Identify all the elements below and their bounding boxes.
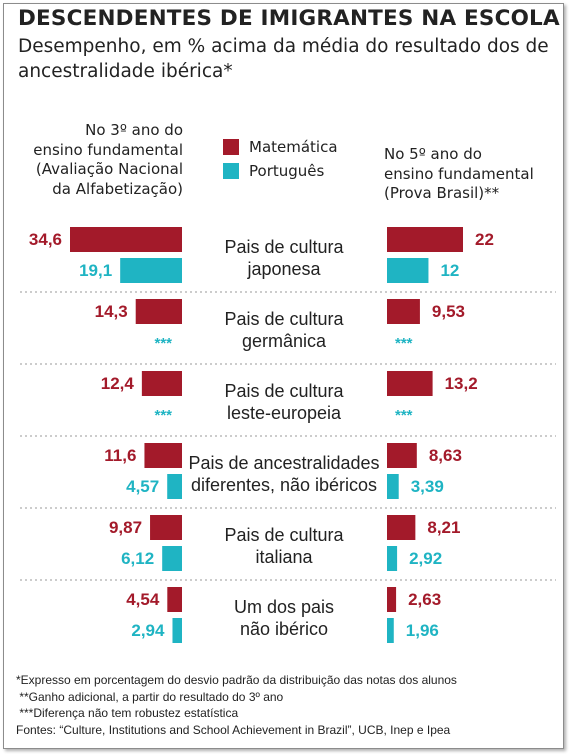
legend-swatch-portugues bbox=[223, 163, 239, 179]
label-right-portugues: 2,92 bbox=[409, 549, 442, 568]
label-right-portugues: 3,39 bbox=[411, 477, 444, 496]
legend-label-matematica: Matemática bbox=[249, 138, 338, 156]
category-label: Pais de cultura bbox=[224, 309, 344, 329]
category-label: germânica bbox=[242, 331, 327, 351]
bar-right-portugues bbox=[387, 474, 399, 499]
label-right-portugues: 12 bbox=[440, 261, 459, 280]
bar-left-matematica bbox=[150, 515, 182, 540]
category-label: Pais de ancestralidades bbox=[188, 453, 379, 473]
bar-right-matematica bbox=[387, 227, 463, 252]
label-right-matematica: 13,2 bbox=[445, 374, 478, 393]
bar-left-portugues bbox=[167, 474, 182, 499]
category-label: leste-europeia bbox=[227, 403, 342, 423]
not-significant-mark: *** bbox=[154, 335, 172, 352]
right-header-line: ensino fundamental bbox=[384, 164, 534, 183]
label-left-matematica: 34,6 bbox=[29, 230, 62, 249]
bar-right-portugues bbox=[387, 258, 429, 283]
left-panel-header: No 3º ano do ensino fundamental (Avaliaç… bbox=[16, 121, 183, 199]
footnote-line: Fontes: “Culture, Institutions and Schoo… bbox=[16, 722, 451, 737]
label-left-portugues: 2,94 bbox=[131, 621, 165, 640]
bar-right-matematica bbox=[387, 299, 420, 324]
category-label: japonesa bbox=[246, 259, 321, 279]
label-right-matematica: 8,63 bbox=[429, 446, 462, 465]
bar-right-matematica bbox=[387, 371, 433, 396]
label-left-portugues: 19,1 bbox=[79, 261, 112, 280]
label-left-portugues: 6,12 bbox=[121, 549, 154, 568]
label-right-matematica: 2,63 bbox=[408, 590, 441, 609]
left-header-line: ensino fundamental bbox=[33, 140, 183, 159]
label-right-matematica: 8,21 bbox=[427, 518, 460, 537]
label-left-matematica: 14,3 bbox=[95, 302, 128, 321]
left-header-line: (Avaliação Nacional bbox=[35, 160, 183, 178]
legend-label-portugues: Português bbox=[249, 162, 325, 180]
bar-right-matematica bbox=[387, 515, 416, 540]
label-right-matematica: 9,53 bbox=[432, 302, 465, 321]
infographic-frame bbox=[3, 3, 564, 749]
bar-left-matematica bbox=[141, 371, 182, 396]
legend-item-portugues: Português bbox=[223, 162, 324, 180]
chart-subtitle: Desempenho, em % acima da média do resul… bbox=[18, 36, 549, 82]
left-header-line: da Alfabetização) bbox=[52, 179, 183, 198]
label-left-portugues: 4,57 bbox=[126, 477, 159, 496]
category-label: Pais de cultura bbox=[224, 237, 344, 257]
label-left-matematica: 9,87 bbox=[109, 518, 142, 537]
footnote-line: ***Diferença não tem robustez estatístic… bbox=[16, 706, 239, 720]
bar-left-portugues bbox=[172, 618, 182, 643]
right-header-line: No 5º ano do bbox=[384, 145, 482, 163]
label-left-matematica: 11,6 bbox=[104, 446, 136, 465]
label-right-matematica: 22 bbox=[475, 230, 494, 249]
bar-left-portugues bbox=[120, 258, 182, 283]
not-significant-mark: *** bbox=[395, 335, 413, 352]
category-label: diferentes, não ibéricos bbox=[191, 475, 377, 495]
not-significant-mark: *** bbox=[154, 407, 172, 424]
footnote-line: **Ganho adicional, a partir do resultado… bbox=[16, 689, 284, 704]
label-left-matematica: 12,4 bbox=[101, 374, 135, 393]
bar-right-matematica bbox=[387, 443, 417, 468]
category-label: Um dos pais bbox=[234, 597, 334, 617]
chart-title: DESCENDENTES DE IMIGRANTES NA ESCOLA bbox=[18, 6, 560, 31]
right-panel-header: No 5º ano do ensino fundamental (Prova B… bbox=[384, 145, 559, 204]
legend-swatch-matematica bbox=[223, 139, 239, 155]
bar-right-matematica bbox=[387, 587, 397, 612]
category-label: Pais de cultura bbox=[224, 525, 344, 545]
category-label: Pais de cultura bbox=[224, 381, 344, 401]
legend-item-matematica: Matemática bbox=[223, 138, 338, 156]
label-right-portugues: 1,96 bbox=[406, 621, 439, 640]
bar-left-portugues bbox=[162, 546, 182, 571]
category-label: não ibérico bbox=[240, 619, 328, 639]
left-header-line: No 3º ano do bbox=[85, 121, 183, 139]
label-left-matematica: 4,54 bbox=[126, 590, 160, 609]
bar-left-matematica bbox=[167, 587, 182, 612]
bar-right-portugues bbox=[387, 546, 398, 571]
bar-left-matematica bbox=[135, 299, 182, 324]
right-header-line: (Prova Brasil)** bbox=[384, 184, 500, 202]
footnotes: *Expresso em porcentagem do desvio padrã… bbox=[16, 672, 556, 738]
bar-right-portugues bbox=[387, 618, 394, 643]
not-significant-mark: *** bbox=[395, 407, 413, 424]
footnote-line: *Expresso em porcentagem do desvio padrã… bbox=[16, 673, 457, 687]
bar-left-matematica bbox=[144, 443, 182, 468]
category-label: italiana bbox=[255, 547, 313, 567]
bar-left-matematica bbox=[70, 227, 182, 252]
